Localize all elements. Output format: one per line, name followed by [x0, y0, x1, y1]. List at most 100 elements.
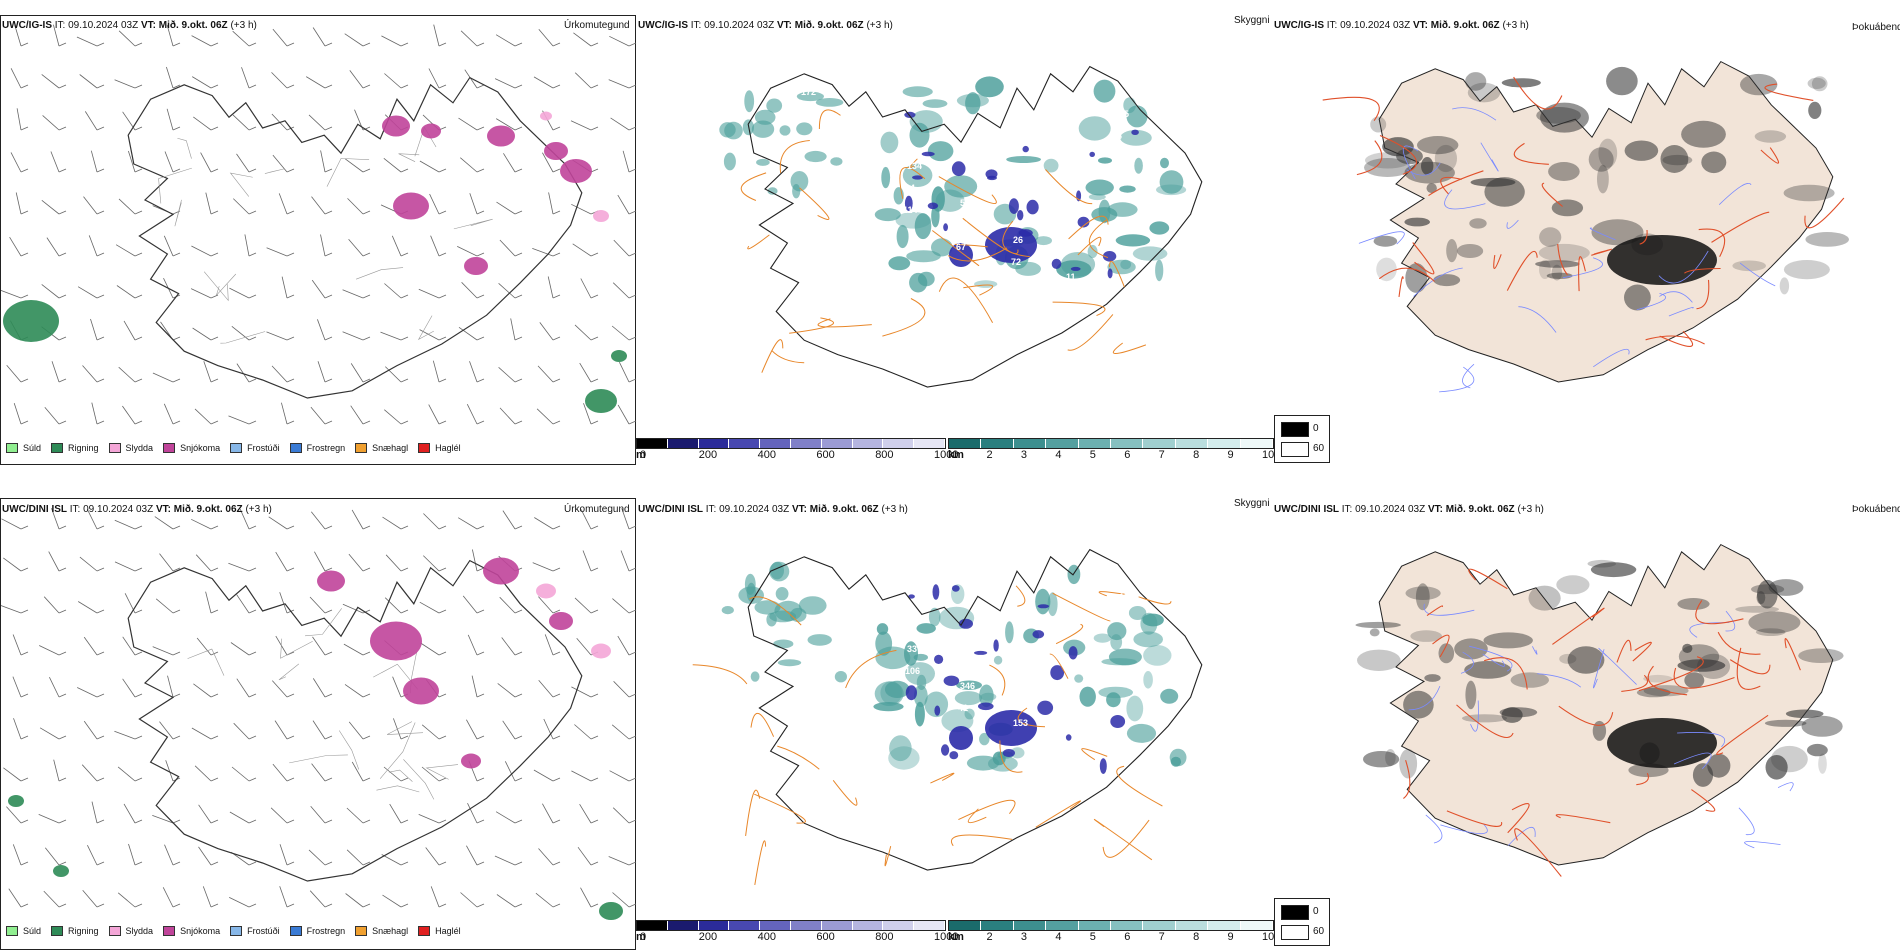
cloud-base-panel-bottom: 87 172 33 346 153 42 158 96 106 41 [636, 498, 1276, 923]
cloud-base-value: 156 [1009, 279, 1024, 289]
colorbar-cell [667, 921, 699, 930]
colorbar-tick: 7 [1158, 449, 1165, 461]
legend-label: Rigning [68, 926, 99, 936]
colorbar-tick: 6 [1124, 931, 1131, 943]
cloud-base-value: 18 [854, 124, 864, 134]
colorbar-cell [1078, 921, 1112, 930]
legend-swatch [355, 443, 368, 453]
colorbar-cell [1143, 921, 1176, 930]
colorbar-tick: 0 [640, 931, 647, 943]
cloud-base-value: 20 [958, 220, 968, 230]
legend-item: Haglél [418, 443, 461, 453]
colorbar-tick: 1000 [934, 931, 959, 943]
panel-type-precip-bottom: Úrkomutegund [564, 504, 630, 515]
colorbar-tick: 800 [875, 449, 894, 461]
colorbar-cell [760, 921, 791, 930]
colorbar-cell [1046, 921, 1079, 930]
panel-type-fog-bottom: Þokuábendi [1852, 504, 1900, 515]
height-colorbar-bottom: m 0 200 400 600 800 1000 [636, 920, 958, 948]
height-colorbar-top: m 0 200 400 600 800 1000 [636, 438, 958, 466]
colorbar-unit: km [948, 931, 964, 943]
colorbar-tick: 3 [1020, 449, 1027, 461]
colorbar-cell [729, 439, 761, 448]
fog-panel-top [1272, 15, 1900, 445]
colorbar-cell [1078, 439, 1112, 448]
panel-title-top-right: UWC/IG-IS IT: 09.10.2024 03Z VT: Mið. 9.… [1274, 20, 1529, 31]
colorbar-cell [729, 921, 761, 930]
legend-swatch [6, 443, 18, 453]
legend-item: Frostúði [230, 926, 280, 936]
cloud-base-value: 42 [1066, 755, 1076, 765]
colorbar-tick: 9 [1227, 931, 1234, 943]
colorbar-cells [636, 920, 946, 931]
colorbar-cell [698, 439, 730, 448]
panel-type-fog-top: Þokuábendi [1852, 22, 1900, 33]
cloud-base-value: 172 [801, 87, 816, 97]
legend-item: Snjókoma [163, 926, 220, 936]
colorbar-cell [821, 921, 853, 930]
cloud-base-value: 158 [1119, 592, 1134, 602]
legend-item: Snjókoma [163, 443, 220, 453]
colorbar-cell [1013, 439, 1047, 448]
colorbar-tick: 400 [757, 449, 776, 461]
colorbar-cell [949, 921, 982, 930]
legend-label: Súld [23, 443, 42, 453]
legend-item: Súld [6, 926, 41, 936]
colorbar-tick: 2 [986, 931, 993, 943]
colorbar-tick: 1000 [934, 449, 959, 461]
colorbar-cell [1013, 921, 1047, 930]
colorbar-cell [1111, 439, 1144, 448]
cloud-base-value: 11 [1066, 272, 1076, 282]
legend-swatch [418, 443, 431, 453]
cloud-base-value: 346 [960, 681, 975, 691]
colorbar-cell [760, 439, 791, 448]
panel-title-bottom-right: UWC/DINI ISL IT: 09.10.2024 03Z VT: Mið.… [1274, 504, 1544, 515]
legend-swatch [230, 926, 243, 936]
fog-legend-swatch [1281, 925, 1309, 940]
legend-item: Frostregn [289, 443, 345, 453]
colorbar-tick: 0 [640, 449, 647, 461]
legend-item: Slydda [108, 443, 153, 453]
fog-legend-swatch [1281, 442, 1309, 457]
legend-item: Slydda [108, 926, 153, 936]
panel-type-cloud-top: Skyggni [1234, 15, 1270, 26]
colorbar-cell [1208, 439, 1241, 448]
legend-label: Haglél [435, 926, 461, 936]
colorbar-tick: 5 [1089, 931, 1096, 943]
precip-legend-top: Súld Rigning Slydda Snjókoma Frostúði Frostre… [6, 443, 471, 453]
colorbar-cell [821, 439, 853, 448]
panel-title-top-mid: UWC/IG-IS IT: 09.10.2024 03Z VT: Mið. 9.… [638, 20, 893, 31]
colorbar-tick: 9 [1227, 449, 1234, 461]
fog-legend-label: 0 [1313, 906, 1319, 917]
legend-item: Frostregn [289, 926, 345, 936]
colorbar-tick: 600 [816, 449, 835, 461]
cloud-base-panel-top: 172 18 134 55 26 11 25 248 14 20 72 24 6 130 114 67 156 [636, 15, 1276, 445]
cloud-base-value: 248 [852, 146, 867, 156]
cloud-map-bottom: 87 172 33 346 153 42 158 96 106 41 [692, 548, 1203, 885]
colorbar-cell [790, 921, 822, 930]
cloud-base-value: 134 [907, 161, 922, 171]
legend-item: Haglél [418, 926, 461, 936]
colorbar-cells [948, 438, 1274, 449]
colorbar-tick: 5 [1089, 449, 1096, 461]
colorbar-cell [698, 921, 730, 930]
colorbar-cell [1175, 921, 1209, 930]
legend-swatch [289, 926, 302, 936]
legend-item: Rigning [51, 926, 99, 936]
legend-label: Snjókoma [180, 926, 221, 936]
colorbar-tick: 10 [1262, 449, 1275, 461]
legend-label: Snjókoma [180, 443, 221, 453]
fog-panel-bottom [1272, 498, 1900, 923]
fog-legend-label: 60 [1313, 443, 1325, 454]
fog-legend-label: 60 [1313, 926, 1325, 937]
legend-label: Rigning [68, 443, 99, 453]
colorbar-tick: 2 [986, 449, 993, 461]
cloud-base-value: 55 [960, 198, 970, 208]
colorbar-cell [637, 921, 668, 930]
fog-legend-swatch [1281, 422, 1309, 437]
colorbar-cell [1240, 439, 1274, 448]
colorbar-tick: 200 [698, 449, 718, 461]
legend-label: Snæhagl [372, 443, 409, 453]
colorbar-cell [852, 439, 884, 448]
colorbar-tick: 8 [1193, 931, 1200, 943]
